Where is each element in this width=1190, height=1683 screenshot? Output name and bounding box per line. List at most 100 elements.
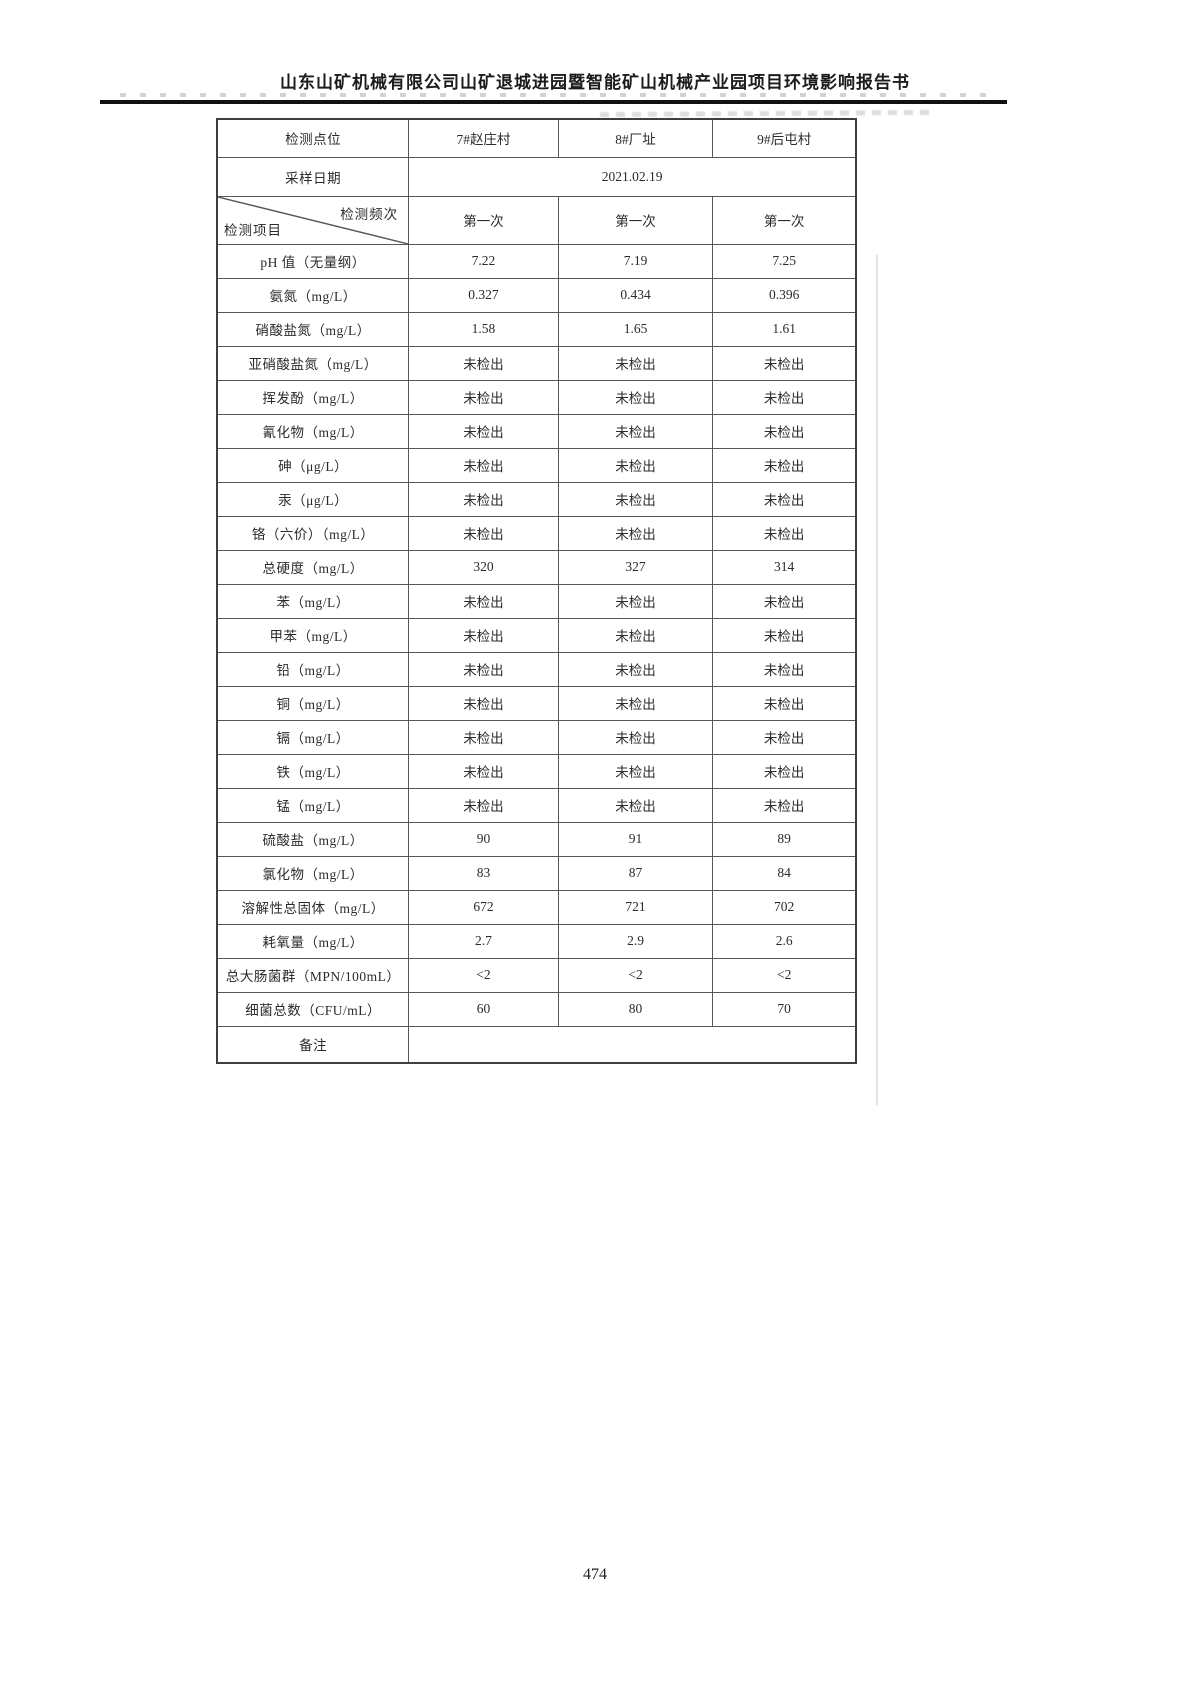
table-row: 总大肠菌群（MPN/100mL） <2 <2 <2	[216, 957, 857, 993]
scan-artifact-line	[876, 255, 878, 1105]
item-label: 氨氮（mg/L）	[216, 277, 410, 313]
header-rule	[100, 100, 1007, 104]
item-value: 1.65	[557, 311, 714, 347]
item-value: 1.58	[408, 311, 559, 347]
item-label: 溶解性总固体（mg/L）	[216, 889, 410, 925]
item-value: 0.327	[408, 277, 559, 313]
table-row: 砷（μg/L） 未检出 未检出 未检出	[216, 447, 857, 483]
item-value: 0.434	[557, 277, 714, 313]
remark-label: 备注	[216, 1025, 410, 1064]
item-label: 砷（μg/L）	[216, 447, 410, 483]
remark-value	[408, 1025, 857, 1064]
item-value: 未检出	[408, 719, 559, 755]
item-value: 未检出	[408, 583, 559, 619]
item-value: 未检出	[408, 617, 559, 653]
item-label: 甲苯（mg/L）	[216, 617, 410, 653]
item-value: 84	[712, 855, 857, 891]
item-value: 90	[408, 821, 559, 857]
item-value: 672	[408, 889, 559, 925]
item-value: 未检出	[557, 753, 714, 789]
point-name: 9#后屯村	[712, 118, 857, 158]
table-row: 总硬度（mg/L） 320 327 314	[216, 549, 857, 585]
item-value: 未检出	[408, 447, 559, 483]
scan-ghost-smudge	[599, 109, 931, 118]
item-value: 未检出	[557, 651, 714, 687]
item-label: 汞（μg/L）	[216, 481, 410, 517]
item-value: 1.61	[712, 311, 857, 347]
item-value: 未检出	[557, 787, 714, 823]
item-value: <2	[557, 957, 714, 993]
item-value: 未检出	[557, 719, 714, 755]
item-value: 未检出	[557, 583, 714, 619]
item-value: 0.396	[712, 277, 857, 313]
corner-row: 检测频次 检测项目 第一次 第一次 第一次	[216, 195, 857, 245]
item-value: 未检出	[712, 515, 857, 551]
table-row: 汞（μg/L） 未检出 未检出 未检出	[216, 481, 857, 517]
item-value: 314	[712, 549, 857, 585]
item-label: 硫酸盐（mg/L）	[216, 821, 410, 857]
item-value: 未检出	[408, 685, 559, 721]
item-value: 未检出	[557, 413, 714, 449]
item-value: 未检出	[557, 685, 714, 721]
item-value: 83	[408, 855, 559, 891]
item-label: 总大肠菌群（MPN/100mL）	[216, 957, 410, 993]
item-value: 未检出	[712, 787, 857, 823]
table-row: 铅（mg/L） 未检出 未检出 未检出	[216, 651, 857, 687]
point-name: 8#厂址	[557, 118, 714, 158]
item-value: 未检出	[712, 617, 857, 653]
item-value: 未检出	[712, 345, 857, 381]
item-label: 细菌总数（CFU/mL）	[216, 991, 410, 1027]
scan-ghost-dashes	[120, 93, 1000, 97]
frequency-value: 第一次	[557, 195, 714, 245]
item-value: 未检出	[712, 413, 857, 449]
item-value: 327	[557, 549, 714, 585]
item-label: 硝酸盐氮（mg/L）	[216, 311, 410, 347]
item-value: 2.6	[712, 923, 857, 959]
item-value: 未检出	[557, 515, 714, 551]
item-label: 铁（mg/L）	[216, 753, 410, 789]
item-value: 未检出	[408, 651, 559, 687]
table-row: 锰（mg/L） 未检出 未检出 未检出	[216, 787, 857, 823]
item-value: 未检出	[408, 379, 559, 415]
item-value: 89	[712, 821, 857, 857]
item-label: 铬（六价）（mg/L）	[216, 515, 410, 551]
item-value: 未检出	[712, 719, 857, 755]
item-value: 未检出	[712, 753, 857, 789]
remark-row: 备注	[216, 1025, 857, 1064]
document-header-title: 山东山矿机械有限公司山矿退城进园暨智能矿山机械产业园项目环境影响报告书	[280, 73, 910, 92]
item-value: 7.22	[408, 243, 559, 279]
item-value: 320	[408, 549, 559, 585]
item-label: 锰（mg/L）	[216, 787, 410, 823]
table-row: 耗氧量（mg/L） 2.7 2.9 2.6	[216, 923, 857, 959]
item-value: 87	[557, 855, 714, 891]
table-row: 苯（mg/L） 未检出 未检出 未检出	[216, 583, 857, 619]
table-row: 硝酸盐氮（mg/L） 1.58 1.65 1.61	[216, 311, 857, 347]
table-row: 细菌总数（CFU/mL） 60 80 70	[216, 991, 857, 1027]
item-value: 未检出	[408, 413, 559, 449]
item-value: 未检出	[557, 345, 714, 381]
item-value: 未检出	[408, 515, 559, 551]
table-row: 亚硝酸盐氮（mg/L） 未检出 未检出 未检出	[216, 345, 857, 381]
table-row: 铁（mg/L） 未检出 未检出 未检出	[216, 753, 857, 789]
point-row-label: 检测点位	[216, 118, 410, 158]
item-value: 2.9	[557, 923, 714, 959]
item-value: 80	[557, 991, 714, 1027]
item-label: 铜（mg/L）	[216, 685, 410, 721]
item-value: 未检出	[712, 481, 857, 517]
item-label: 总硬度（mg/L）	[216, 549, 410, 585]
item-label: 铅（mg/L）	[216, 651, 410, 687]
item-value: 未检出	[712, 379, 857, 415]
point-row: 检测点位 7#赵庄村 8#厂址 9#后屯村	[216, 118, 857, 158]
item-value: 未检出	[557, 379, 714, 415]
item-value: 721	[557, 889, 714, 925]
table-row: 氯化物（mg/L） 83 87 84	[216, 855, 857, 891]
item-value: 未检出	[712, 651, 857, 687]
table-row: 镉（mg/L） 未检出 未检出 未检出	[216, 719, 857, 755]
item-label: 耗氧量（mg/L）	[216, 923, 410, 959]
item-value: <2	[712, 957, 857, 993]
diagonal-corner-cell: 检测频次 检测项目	[216, 195, 410, 245]
item-value: 70	[712, 991, 857, 1027]
table-row: 挥发酚（mg/L） 未检出 未检出 未检出	[216, 379, 857, 415]
item-value: 未检出	[557, 617, 714, 653]
point-name: 7#赵庄村	[408, 118, 559, 158]
